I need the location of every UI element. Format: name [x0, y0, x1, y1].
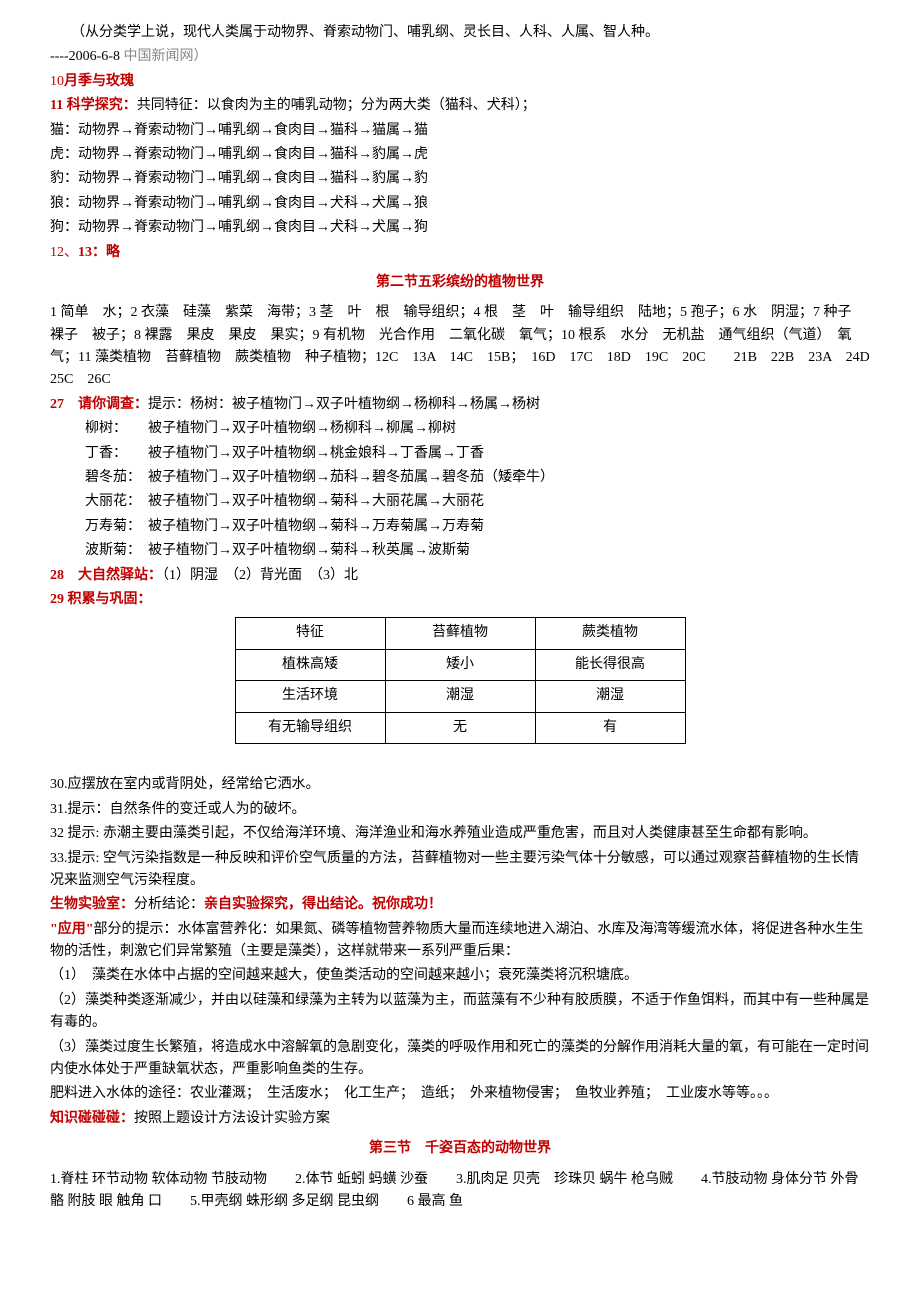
app-item-2: （3）藻类过度生长繁殖，将造成水中溶解氧的急剧变化，藻类的呼吸作用和死亡的藻类的…: [50, 1037, 870, 1082]
section3-title: 第三节 千姿百态的动物世界: [50, 1138, 870, 1160]
q11-text: 共同特征：以食肉为主的哺乳动物；分为两大类（猫科、犬科）；: [137, 98, 536, 113]
q28: 28 大自然驿站：（1）阴湿 （2）背光面 （3）北: [50, 565, 870, 587]
td-2-2: 有: [535, 712, 685, 743]
app-text: 部分的提示：水体富营养化：如果氮、磷等植物营养物质大量而连续地进入湖泊、水库及海…: [50, 922, 864, 959]
q27-row-1: 丁香： 被子植物门→双子叶植物纲→桃金娘科→丁香属→丁香: [50, 443, 870, 465]
q27-row-5: 波斯菊： 被子植物门→双子叶植物纲→菊科→秋英属→波斯菊: [50, 540, 870, 562]
q33: 33.提示: 空气污染指数是一种反映和评价空气质量的方法，苔藓植物对一些主要污染…: [50, 848, 870, 893]
td-2-0: 有无输导组织: [235, 712, 385, 743]
q27-row-4: 万寿菊： 被子植物门→双子叶植物纲→菊科→万寿菊属→万寿菊: [50, 516, 870, 538]
table-row: 生活环境 潮湿 潮湿: [235, 681, 685, 712]
q11-label: 11 科学探究：: [50, 98, 137, 113]
table-row: 有无输导组织 无 有: [235, 712, 685, 743]
q29-label: 29 积累与巩固：: [50, 592, 152, 607]
q11-row-4: 狗：动物界→脊索动物门→哺乳纲→食肉目→犬科→犬属→狗: [50, 217, 870, 239]
th-0: 特征: [235, 618, 385, 649]
knowledge-line: 知识碰碰碰：按照上题设计方法设计实验方案: [50, 1108, 870, 1130]
q11-row-0: 猫：动物界→脊索动物门→哺乳纲→食肉目→猫科→猫属→猫: [50, 120, 870, 142]
q30: 30.应摆放在室内或背阴处，经常给它洒水。: [50, 774, 870, 796]
q13-label: 13：略: [78, 245, 120, 260]
fertilizer-line: 肥料进入水体的途径：农业灌溉； 生活废水； 化工生产； 造纸； 外来植物侵害； …: [50, 1083, 870, 1105]
q27-text: 提示：杨树：被子植物门→双子叶植物纲→杨柳科→杨属→杨树: [148, 397, 540, 412]
knowledge-label: 知识碰碰碰：: [50, 1111, 134, 1126]
td-1-2: 潮湿: [535, 681, 685, 712]
knowledge-text: 按照上题设计方法设计实验方案: [134, 1111, 330, 1126]
q27-header: 27 请你调查：提示：杨树：被子植物门→双子叶植物纲→杨柳科→杨属→杨树: [50, 394, 870, 416]
section3-block: 1.脊柱 环节动物 软体动物 节肢动物 2.体节 蚯蚓 蚂蟥 沙蚕 3.肌肉足 …: [50, 1169, 870, 1214]
th-1: 苔藓植物: [385, 618, 535, 649]
q11-row-1: 虎：动物界→脊索动物门→哺乳纲→食肉目→猫科→豹属→虎: [50, 144, 870, 166]
lab-line: 生物实验室：分析结论：亲自实验探究，得出结论。祝你成功！: [50, 894, 870, 916]
lab-label: 生物实验室：: [50, 897, 134, 912]
q12-prefix: 12、: [50, 245, 78, 260]
table-row: 植株高矮 矮小 能长得很高: [235, 649, 685, 680]
comparison-table: 特征 苔藓植物 蕨类植物 植株高矮 矮小 能长得很高 生活环境 潮湿 潮湿 有无…: [235, 617, 686, 744]
q12-13: 12、13：略: [50, 242, 870, 264]
section2-title: 第二节五彩缤纷的植物世界: [50, 272, 870, 294]
section2-block: 1 简单 水；2 衣藻 硅藻 紫菜 海带；3 茎 叶 根 输导组织；4 根 茎 …: [50, 302, 870, 392]
app-line: "应用"部分的提示：水体富营养化：如果氮、磷等植物营养物质大量而连续地进入湖泊、…: [50, 919, 870, 964]
intro-line2: ----2006-6-8 中国新闻网）: [50, 46, 870, 68]
app-item-0: （1） 藻类在水体中占据的空间越来越大，使鱼类活动的空间越来越小；衰死藻类将沉积…: [50, 965, 870, 987]
th-2: 蕨类植物: [535, 618, 685, 649]
intro-source: 中国新闻网）: [120, 49, 208, 64]
lab-text1: 分析结论：: [134, 897, 204, 912]
td-1-0: 生活环境: [235, 681, 385, 712]
q27-row-3: 大丽花： 被子植物门→双子叶植物纲→菊科→大丽花属→大丽花: [50, 491, 870, 513]
lab-bold: 亲自实验探究，得出结论。祝你成功！: [204, 897, 442, 912]
q28-label: 28 大自然驿站：: [50, 568, 162, 583]
intro-date: ----2006-6-8: [50, 49, 120, 64]
table-header-row: 特征 苔藓植物 蕨类植物: [235, 618, 685, 649]
q31: 31.提示：自然条件的变迁或人为的破坏。: [50, 799, 870, 821]
q27-row-2: 碧冬茄： 被子植物门→双子叶植物纲→茄科→碧冬茄属→碧冬茄（矮牵牛）: [50, 467, 870, 489]
td-2-1: 无: [385, 712, 535, 743]
td-0-0: 植株高矮: [235, 649, 385, 680]
q28-text: （1）阴湿 （2）背光面 （3）北: [162, 568, 358, 583]
q10-label: 10: [50, 74, 64, 89]
td-0-2: 能长得很高: [535, 649, 685, 680]
q27-label: 27 请你调查：: [50, 397, 148, 412]
app-label: "应用": [50, 922, 94, 937]
q10-text: 月季与玫瑰: [64, 74, 134, 89]
td-1-1: 潮湿: [385, 681, 535, 712]
td-0-1: 矮小: [385, 649, 535, 680]
q27-row-0: 柳树： 被子植物门→双子叶植物纲→杨柳科→柳属→柳树: [50, 418, 870, 440]
intro-line1: （从分类学上说，现代人类属于动物界、脊索动物门、哺乳纲、灵长目、人科、人属、智人…: [50, 22, 870, 44]
app-item-1: （2）藻类种类逐渐减少，并由以硅藻和绿藻为主转为以蓝藻为主，而蓝藻有不少种有胶质…: [50, 990, 870, 1035]
q11-row-2: 豹：动物界→脊索动物门→哺乳纲→食肉目→猫科→豹属→豹: [50, 168, 870, 190]
q32: 32 提示: 赤潮主要由藻类引起，不仅给海洋环境、海洋渔业和海水养殖业造成严重危…: [50, 823, 870, 845]
q11-header: 11 科学探究：共同特征：以食肉为主的哺乳动物；分为两大类（猫科、犬科）；: [50, 95, 870, 117]
q11-row-3: 狼：动物界→脊索动物门→哺乳纲→食肉目→犬科→犬属→狼: [50, 193, 870, 215]
q10: 10月季与玫瑰: [50, 71, 870, 93]
q29: 29 积累与巩固：: [50, 589, 870, 611]
